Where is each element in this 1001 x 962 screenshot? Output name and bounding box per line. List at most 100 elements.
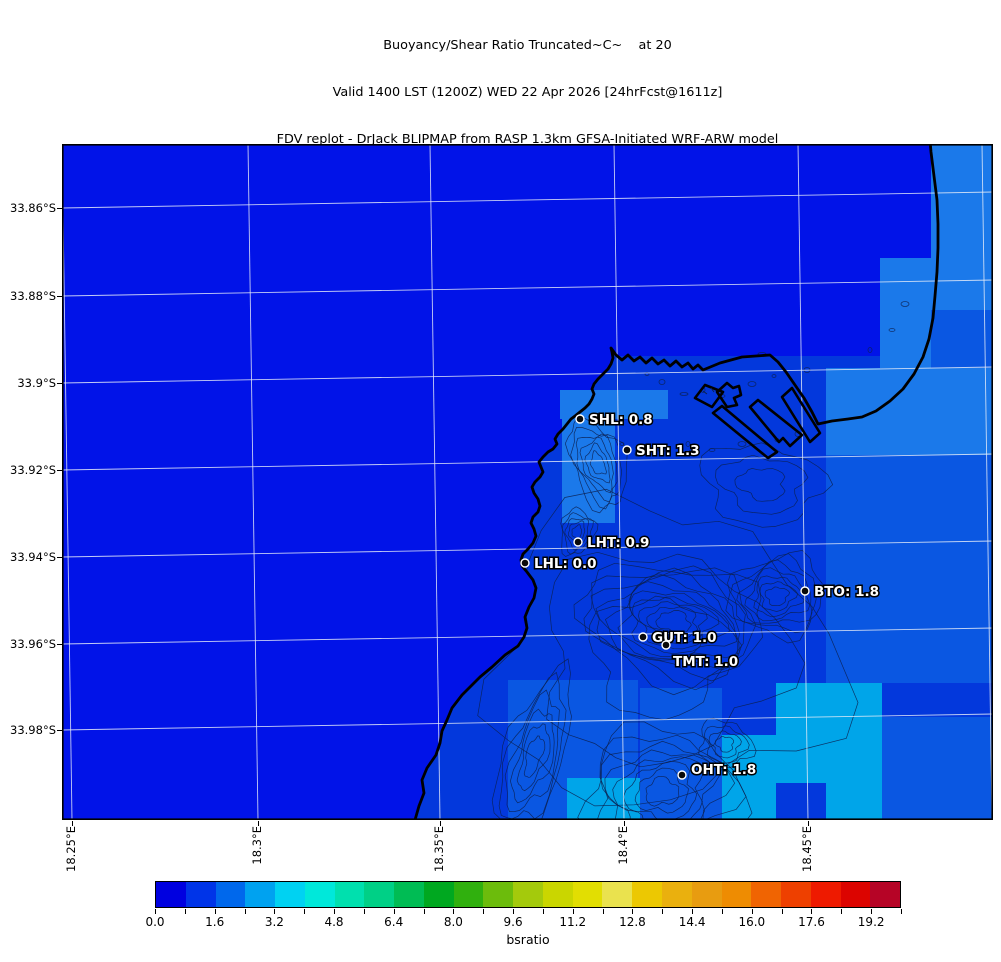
bsratio-patch-14: [882, 717, 993, 820]
colorbar-tick: [841, 909, 843, 914]
colorbar-tick: [542, 909, 544, 914]
harbour-piers: [693, 381, 822, 460]
colorbar-tick-label-19.2: 19.2: [857, 915, 885, 929]
colorbar-tick: [423, 909, 425, 914]
station-label-SHL: SHL: 0.8: [589, 412, 653, 428]
colorbar-cell-17: [662, 882, 692, 907]
station-label-LHL: LHL: 0.0: [534, 556, 597, 572]
colorbar-cell-3: [245, 882, 276, 907]
colorbar-tick: [572, 909, 574, 914]
colorbar-tick: [393, 909, 395, 914]
station-marker-SHL: [575, 414, 585, 424]
colorbar-tick-label-17.6: 17.6: [798, 915, 825, 929]
colorbar-tick: [363, 909, 365, 914]
station-marker-GUT: [638, 632, 648, 642]
plot-frame: [62, 144, 993, 820]
colorbar-cell-8: [394, 882, 424, 907]
bsratio-patch-6: [776, 683, 882, 783]
colorbar-tick-label-8.0: 8.0: [443, 915, 463, 929]
colorbar: [155, 881, 901, 908]
colorbar-tick: [632, 909, 634, 914]
colorbar-cell-7: [364, 882, 395, 907]
colorbar-tick: [781, 909, 783, 914]
station-marker-BTO: [800, 586, 810, 596]
figure-title: Buoyancy/Shear Ratio Truncated~C~ at 20 …: [62, 7, 993, 179]
x-tick-mark: [439, 821, 441, 826]
station-marker-TMT: [661, 640, 671, 650]
colorbar-cell-20: [751, 882, 782, 907]
x-tick-label-18.45°E: 18.45°E: [800, 826, 814, 872]
colorbar-cell-1: [185, 882, 216, 907]
colorbar-tick: [274, 909, 276, 914]
colorbar-cell-12: [513, 882, 543, 907]
colorbar-cell-19: [721, 882, 752, 907]
colorbar-tick-label-16.0: 16.0: [738, 915, 766, 929]
station-marker-LHT: [573, 537, 583, 547]
colorbar-tick-label-3.2: 3.2: [264, 915, 284, 929]
colorbar-cell-14: [572, 882, 603, 907]
colorbar-tick: [811, 909, 813, 914]
colorbar-tick: [334, 909, 336, 914]
station-marker-OHT: [677, 770, 687, 780]
colorbar-tick-label-9.6: 9.6: [503, 915, 523, 929]
y-tick-mark: [57, 556, 62, 558]
title-line-3: FDV replot - DrJack BLIPMAP from RASP 1.…: [276, 131, 779, 147]
x-tick-label-18.35°E: 18.35°E: [432, 826, 446, 872]
station-label-BTO: BTO: 1.8: [814, 584, 879, 600]
map-canvas: SHL: 0.8 SHT: 1.3 LHT: 0.9 LHL: 0.0 BTO: 1.8…: [62, 144, 993, 820]
colorbar-cell-5: [304, 882, 335, 907]
colorbar-cell-4: [275, 882, 305, 907]
station-label-SHT: SHT: 1.3: [636, 443, 700, 459]
colorbar-tick: [184, 909, 186, 914]
bsratio-patch-4: [567, 778, 641, 820]
colorbar-cell-23: [840, 882, 871, 907]
coastline: [413, 144, 940, 820]
bsratio-patch-13: [931, 310, 993, 368]
colorbar-tick: [751, 909, 753, 914]
colorbar-cell-21: [781, 882, 811, 907]
colorbar-label: bsratio: [506, 932, 550, 947]
colorbar-cell-22: [810, 882, 841, 907]
colorbar-tick-label-0.0: 0.0: [145, 915, 165, 929]
x-tick-mark: [807, 821, 809, 826]
y-tick-label-33.92°S: 33.92°S: [10, 463, 56, 477]
stations: SHL: 0.8 SHT: 1.3 LHT: 0.9 LHL: 0.0 BTO: 1.8…: [520, 411, 881, 780]
colorbar-cell-9: [423, 882, 454, 907]
title-line-2: Valid 1400 LST (1200Z) WED 22 Apr 2026 […: [332, 84, 723, 100]
colorbar-tick: [483, 909, 485, 914]
graticule: [62, 144, 993, 820]
y-tick-label-33.9°S: 33.9°S: [17, 376, 56, 390]
y-tick-label-33.98°S: 33.98°S: [10, 723, 56, 737]
colorbar-tick: [602, 909, 604, 914]
y-tick-mark: [57, 643, 62, 645]
colorbar-cell-6: [334, 882, 365, 907]
y-tick-mark: [57, 295, 62, 297]
station-label-OHT: OHT: 1.8: [691, 762, 756, 778]
colorbar-tick: [871, 909, 873, 914]
colorbar-tick: [244, 909, 246, 914]
colorbar-tick-label-12.8: 12.8: [619, 915, 646, 929]
x-tick-label-18.25°E: 18.25°E: [64, 826, 78, 872]
y-tick-label-33.94°S: 33.94°S: [10, 550, 56, 564]
colorbar-tick: [662, 909, 664, 914]
islet-marks: [619, 301, 910, 457]
terrain-contours: [477, 416, 859, 820]
colorbar-cell-2: [215, 882, 246, 907]
station-marker-LHL: [520, 558, 530, 568]
y-tick-mark: [57, 207, 62, 209]
colorbar-cell-0: [156, 882, 186, 907]
colorbar-cell-16: [632, 882, 663, 907]
colorbar-cell-11: [483, 882, 514, 907]
y-tick-mark: [57, 382, 62, 384]
colorbar-tick-label-1.6: 1.6: [205, 915, 225, 929]
colorbar-cell-13: [542, 882, 573, 907]
bsratio-patch-9: [826, 455, 993, 683]
colorbar-tick: [155, 909, 156, 914]
colorbar-tick-label-6.4: 6.4: [384, 915, 404, 929]
colorbar-tick: [304, 909, 306, 914]
colorbar-tick-label-14.4: 14.4: [678, 915, 706, 929]
station-marker-SHT: [622, 445, 632, 455]
bsratio-patch-8: [826, 783, 882, 820]
colorbar-tick: [214, 909, 216, 914]
